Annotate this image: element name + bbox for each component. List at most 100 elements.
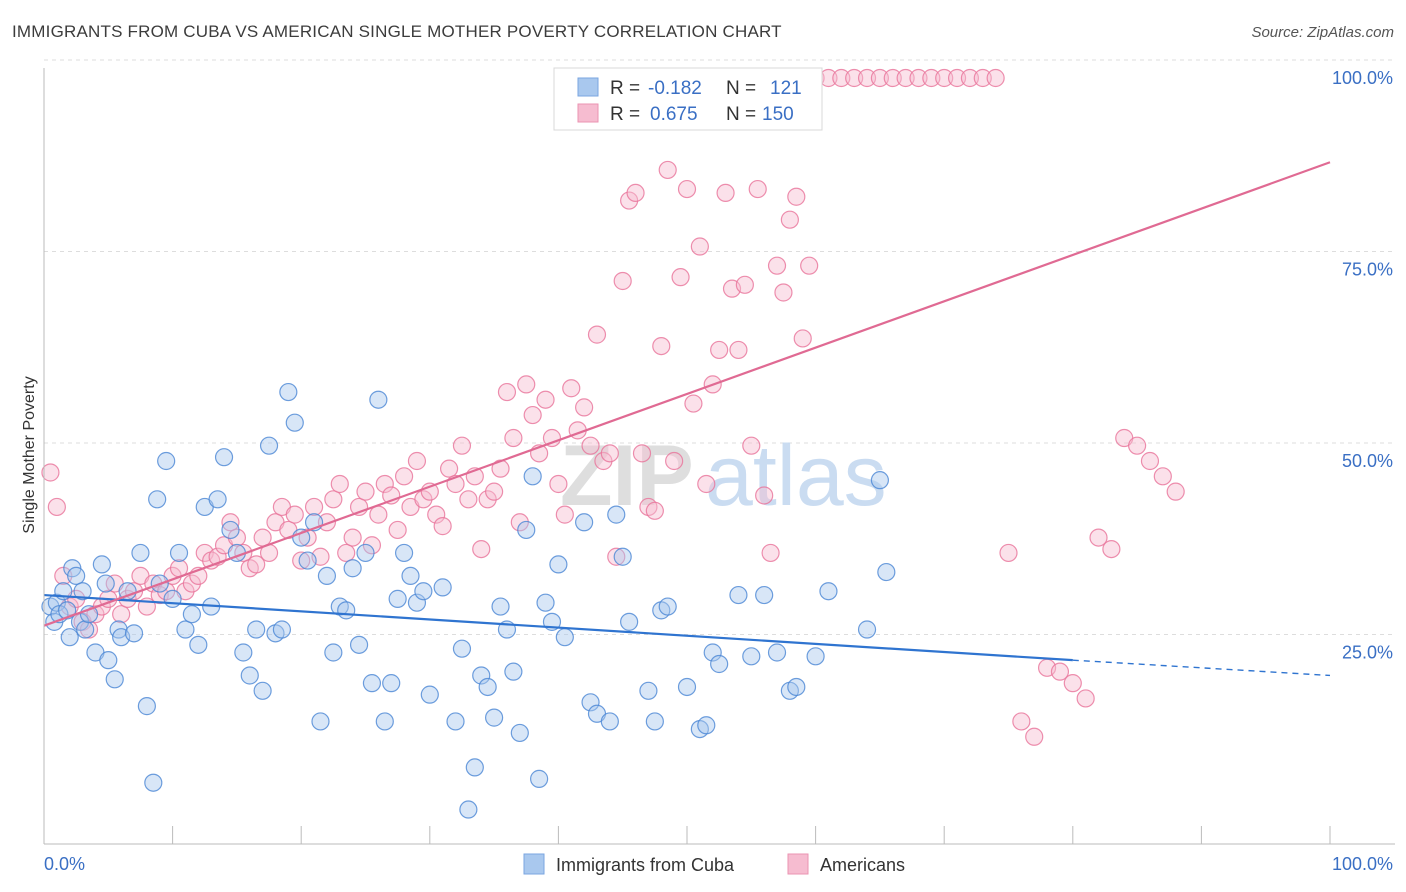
point-cuba	[394, 543, 414, 563]
point-cuba	[240, 666, 259, 685]
point-americans	[761, 543, 780, 563]
legend-r-value-2: 0.675	[650, 104, 698, 125]
point-cuba	[298, 551, 317, 570]
point-americans	[304, 497, 324, 517]
point-cuba	[221, 520, 240, 540]
point-americans	[221, 513, 240, 532]
point-cuba	[504, 662, 523, 681]
point-americans	[1063, 674, 1082, 693]
point-americans	[677, 179, 697, 199]
point-americans	[755, 486, 774, 505]
point-americans	[845, 68, 864, 88]
point-americans	[645, 501, 664, 520]
point-americans	[690, 237, 709, 256]
point-americans	[555, 505, 574, 524]
top-legend-box	[553, 67, 823, 131]
point-cuba	[343, 559, 362, 578]
point-americans	[742, 436, 761, 455]
tick-labels: 0.0% 100.0% 25.0% 50.0% 75.0% 100.0%	[44, 68, 1393, 874]
legend-r-value-1: -0.182	[648, 78, 702, 99]
legend-n-label-1: N =	[726, 78, 756, 99]
point-americans	[652, 337, 671, 356]
trend-line-cuba	[43, 593, 1073, 662]
point-americans	[787, 187, 806, 206]
point-cuba	[382, 674, 401, 693]
point-americans	[870, 68, 890, 88]
point-cuba	[388, 589, 407, 608]
point-cuba	[362, 674, 382, 693]
grid-lines	[44, 59, 1395, 635]
point-cuba	[658, 597, 677, 616]
point-americans	[960, 68, 980, 88]
point-cuba	[787, 677, 806, 697]
point-cuba	[208, 490, 227, 509]
point-cuba	[639, 681, 658, 700]
point-americans	[793, 329, 812, 348]
point-cuba	[420, 685, 439, 704]
point-cuba	[137, 697, 156, 716]
point-cuba	[73, 582, 92, 601]
point-cuba	[253, 681, 272, 700]
point-cuba	[214, 448, 234, 467]
point-americans	[684, 394, 703, 413]
point-cuba	[67, 566, 86, 586]
point-cuba	[337, 601, 356, 620]
point-cuba	[530, 769, 549, 788]
point-cuba	[491, 597, 510, 616]
point-americans	[883, 68, 902, 88]
bottom-legend-swatch-cuba	[523, 853, 545, 875]
point-americans	[285, 505, 304, 524]
point-americans	[472, 539, 491, 559]
point-americans	[388, 520, 407, 540]
point-cuba	[620, 612, 639, 631]
point-cuba	[697, 716, 716, 735]
point-americans	[452, 436, 472, 455]
point-americans	[112, 605, 131, 624]
point-americans	[800, 256, 819, 275]
point-americans	[317, 513, 337, 532]
point-americans	[562, 379, 581, 398]
point-americans	[1166, 482, 1185, 501]
point-cuba	[755, 585, 774, 605]
point-americans	[1127, 436, 1147, 455]
point-cuba	[375, 712, 394, 731]
point-americans	[504, 428, 523, 448]
point-cuba	[99, 651, 118, 670]
point-cuba	[710, 654, 729, 674]
point-americans	[626, 183, 645, 202]
legend-n-value-1: 121	[770, 78, 802, 99]
point-cuba	[279, 382, 298, 402]
trend-lines	[43, 161, 1331, 677]
point-americans	[517, 375, 536, 394]
point-cuba	[176, 620, 195, 639]
point-americans	[832, 68, 851, 88]
point-americans	[632, 444, 652, 463]
point-cuba	[677, 677, 697, 697]
top-legend: R = -0.182 N = 121 R = 0.675 N = 150	[553, 67, 823, 131]
point-cuba	[92, 555, 111, 574]
point-cuba	[414, 582, 433, 601]
point-cuba	[349, 635, 369, 654]
watermark-atlas: atlas	[705, 428, 887, 524]
point-cuba	[247, 620, 266, 639]
point-cuba	[452, 639, 472, 658]
point-americans	[324, 490, 343, 509]
y-axis-title: Single Mother Poverty	[21, 376, 38, 533]
point-cuba	[169, 543, 189, 563]
point-americans	[375, 474, 394, 494]
point-americans	[427, 505, 446, 524]
point-americans	[343, 528, 362, 547]
point-cuba	[60, 628, 79, 647]
point-americans	[909, 68, 928, 88]
point-americans	[1025, 727, 1044, 746]
point-americans	[356, 482, 375, 501]
legend-swatch-americans	[577, 103, 599, 123]
point-americans	[1140, 451, 1160, 471]
point-americans	[330, 474, 349, 494]
point-americans	[485, 482, 504, 501]
point-americans	[292, 551, 311, 570]
point-americans	[247, 555, 266, 574]
chart-title: IMMIGRANTS FROM CUBA VS AMERICAN SINGLE …	[12, 22, 782, 41]
point-cuba	[575, 513, 594, 532]
y-tick-label: 100.0%	[1332, 68, 1393, 88]
